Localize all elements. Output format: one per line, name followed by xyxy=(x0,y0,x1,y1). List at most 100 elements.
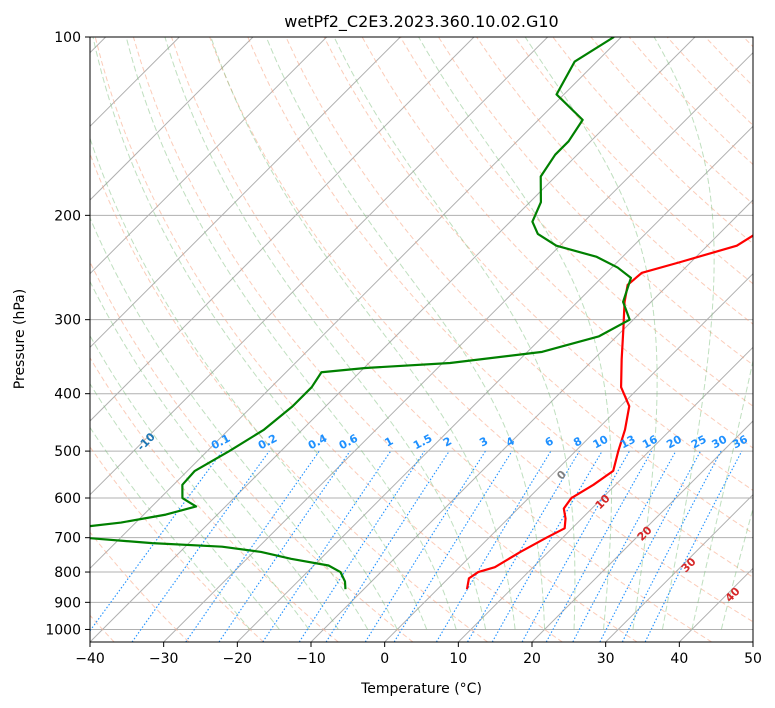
y-axis-ticks: 100 200 300 400 500 600 700 800 900 1000 xyxy=(45,30,90,638)
moist-adiabat-line xyxy=(210,37,516,630)
moist-adiabat-line xyxy=(90,426,251,630)
moist-adiabat-line xyxy=(653,37,715,630)
x-tick-label: 0 xyxy=(380,651,389,667)
y-tick-label: 900 xyxy=(54,595,81,611)
dry-adiabat-line xyxy=(132,37,638,642)
dry-adiabat-line xyxy=(438,37,753,366)
dry-adiabat-line xyxy=(90,152,488,642)
mixing-ratio-line xyxy=(218,450,351,642)
mixing-ratio-label: 25 xyxy=(689,433,709,452)
mixing-ratio-line xyxy=(435,450,552,642)
mixing-ratio-line xyxy=(521,450,630,642)
y-tick-label: 400 xyxy=(54,387,81,403)
moist-adiabat-line xyxy=(418,37,613,630)
dry-adiabat-line xyxy=(90,531,190,642)
mixing-ratio-line xyxy=(262,450,392,642)
dry-adiabat-line xyxy=(90,260,414,642)
mixing-ratio-line xyxy=(545,450,653,642)
moist-adiabat-line xyxy=(333,37,576,630)
dry-adiabat-line xyxy=(90,446,264,642)
x-tick-label: −30 xyxy=(149,651,179,667)
moist-adiabat-line xyxy=(90,216,369,630)
mixing-ratio-label: 13 xyxy=(618,433,638,452)
mixing-ratio-lines xyxy=(90,450,743,642)
isotherm-line xyxy=(163,51,753,642)
mixing-ratio-line xyxy=(621,450,722,642)
isobar-gridlines xyxy=(90,37,753,630)
mixing-ratio-label: 30 xyxy=(710,433,730,452)
mixing-ratio-line xyxy=(131,450,270,642)
mixing-ratio-line xyxy=(325,450,450,642)
isotherm-line xyxy=(90,37,401,349)
dry-adiabat-line xyxy=(171,37,713,642)
x-tick-label: 50 xyxy=(744,651,762,667)
dry-adiabat-line xyxy=(285,37,753,535)
y-tick-label: 300 xyxy=(54,313,81,329)
dry-adiabats xyxy=(90,37,753,642)
moist-adiabat-line xyxy=(90,136,398,630)
isotherm-line xyxy=(457,346,753,642)
y-tick-label: 800 xyxy=(54,565,81,581)
plot-area: 0.10.20.40.611.52346810131620253036-100-… xyxy=(90,37,753,642)
mixing-ratio-line xyxy=(599,450,702,642)
y-tick-label: 700 xyxy=(54,531,81,547)
moist-adiabat-line xyxy=(691,358,753,630)
isotherm-line xyxy=(90,37,254,201)
dry-adiabat-line xyxy=(323,37,753,491)
chart-title: wetPf2_C2E3.2023.360.10.02.G10 xyxy=(284,12,558,32)
x-axis-label: Temperature (°C) xyxy=(360,681,482,697)
dry-adiabat-line xyxy=(247,37,753,578)
mixing-ratio-label: 16 xyxy=(640,433,660,452)
dry-adiabat-line xyxy=(94,37,563,642)
mixing-ratio-line xyxy=(364,450,486,642)
moist-adiabat-line xyxy=(265,37,546,630)
y-tick-label: 100 xyxy=(54,30,81,46)
moist-adiabats xyxy=(90,37,753,630)
mixing-ratio-line xyxy=(185,450,320,642)
x-tick-label: −10 xyxy=(296,651,326,667)
temperature-profile-line xyxy=(465,234,753,590)
dry-adiabat-line xyxy=(209,37,753,623)
y-tick-label: 600 xyxy=(54,491,81,507)
mixing-ratio-line xyxy=(644,450,743,642)
moist-adiabat-line xyxy=(164,37,487,630)
x-tick-label: −40 xyxy=(75,651,105,667)
y-tick-label: 200 xyxy=(54,208,81,224)
moist-adiabat-line xyxy=(524,37,658,630)
mixing-ratio-label: 20 xyxy=(664,433,684,452)
moist-adiabat-line xyxy=(90,382,280,630)
x-axis-ticks: −40 −30 −20 −10 0 10 20 30 40 50 xyxy=(75,642,762,667)
x-tick-label: 40 xyxy=(670,651,688,667)
y-tick-label: 500 xyxy=(54,444,81,460)
mixing-ratio-label: 36 xyxy=(730,433,750,452)
x-tick-label: 30 xyxy=(597,651,615,667)
plot-frame xyxy=(89,36,754,643)
dry-adiabat-line xyxy=(361,37,753,449)
dewpoint-profile-line xyxy=(90,37,633,590)
y-tick-label: 1000 xyxy=(45,622,81,638)
dry-adiabat-line xyxy=(399,37,753,407)
moist-adiabat-line xyxy=(92,37,428,630)
isotherm-line xyxy=(605,493,753,642)
isotherm-line xyxy=(384,272,753,642)
isotherm-line xyxy=(236,125,753,642)
isotherm-gridlines xyxy=(90,37,753,642)
isotherm-line xyxy=(531,420,753,642)
y-axis-label: Pressure (hPa) xyxy=(12,289,28,389)
isotherm-line xyxy=(90,37,475,422)
x-tick-label: 20 xyxy=(523,651,541,667)
mixing-ratio-line xyxy=(298,450,425,642)
x-tick-label: −20 xyxy=(223,651,253,667)
moist-adiabat-line xyxy=(125,37,457,630)
mixing-ratio-label: 10 xyxy=(591,433,611,452)
mixing-ratio-line xyxy=(90,450,223,632)
isotherm-line xyxy=(90,37,549,496)
isotherm-line xyxy=(90,37,328,275)
x-tick-label: 10 xyxy=(449,651,467,667)
mixing-ratio-line xyxy=(572,450,677,642)
sounding-profiles xyxy=(90,37,753,590)
isotherm-line xyxy=(90,37,696,642)
dry-adiabat-line xyxy=(514,37,753,285)
mixing-ratio-line xyxy=(393,450,513,642)
